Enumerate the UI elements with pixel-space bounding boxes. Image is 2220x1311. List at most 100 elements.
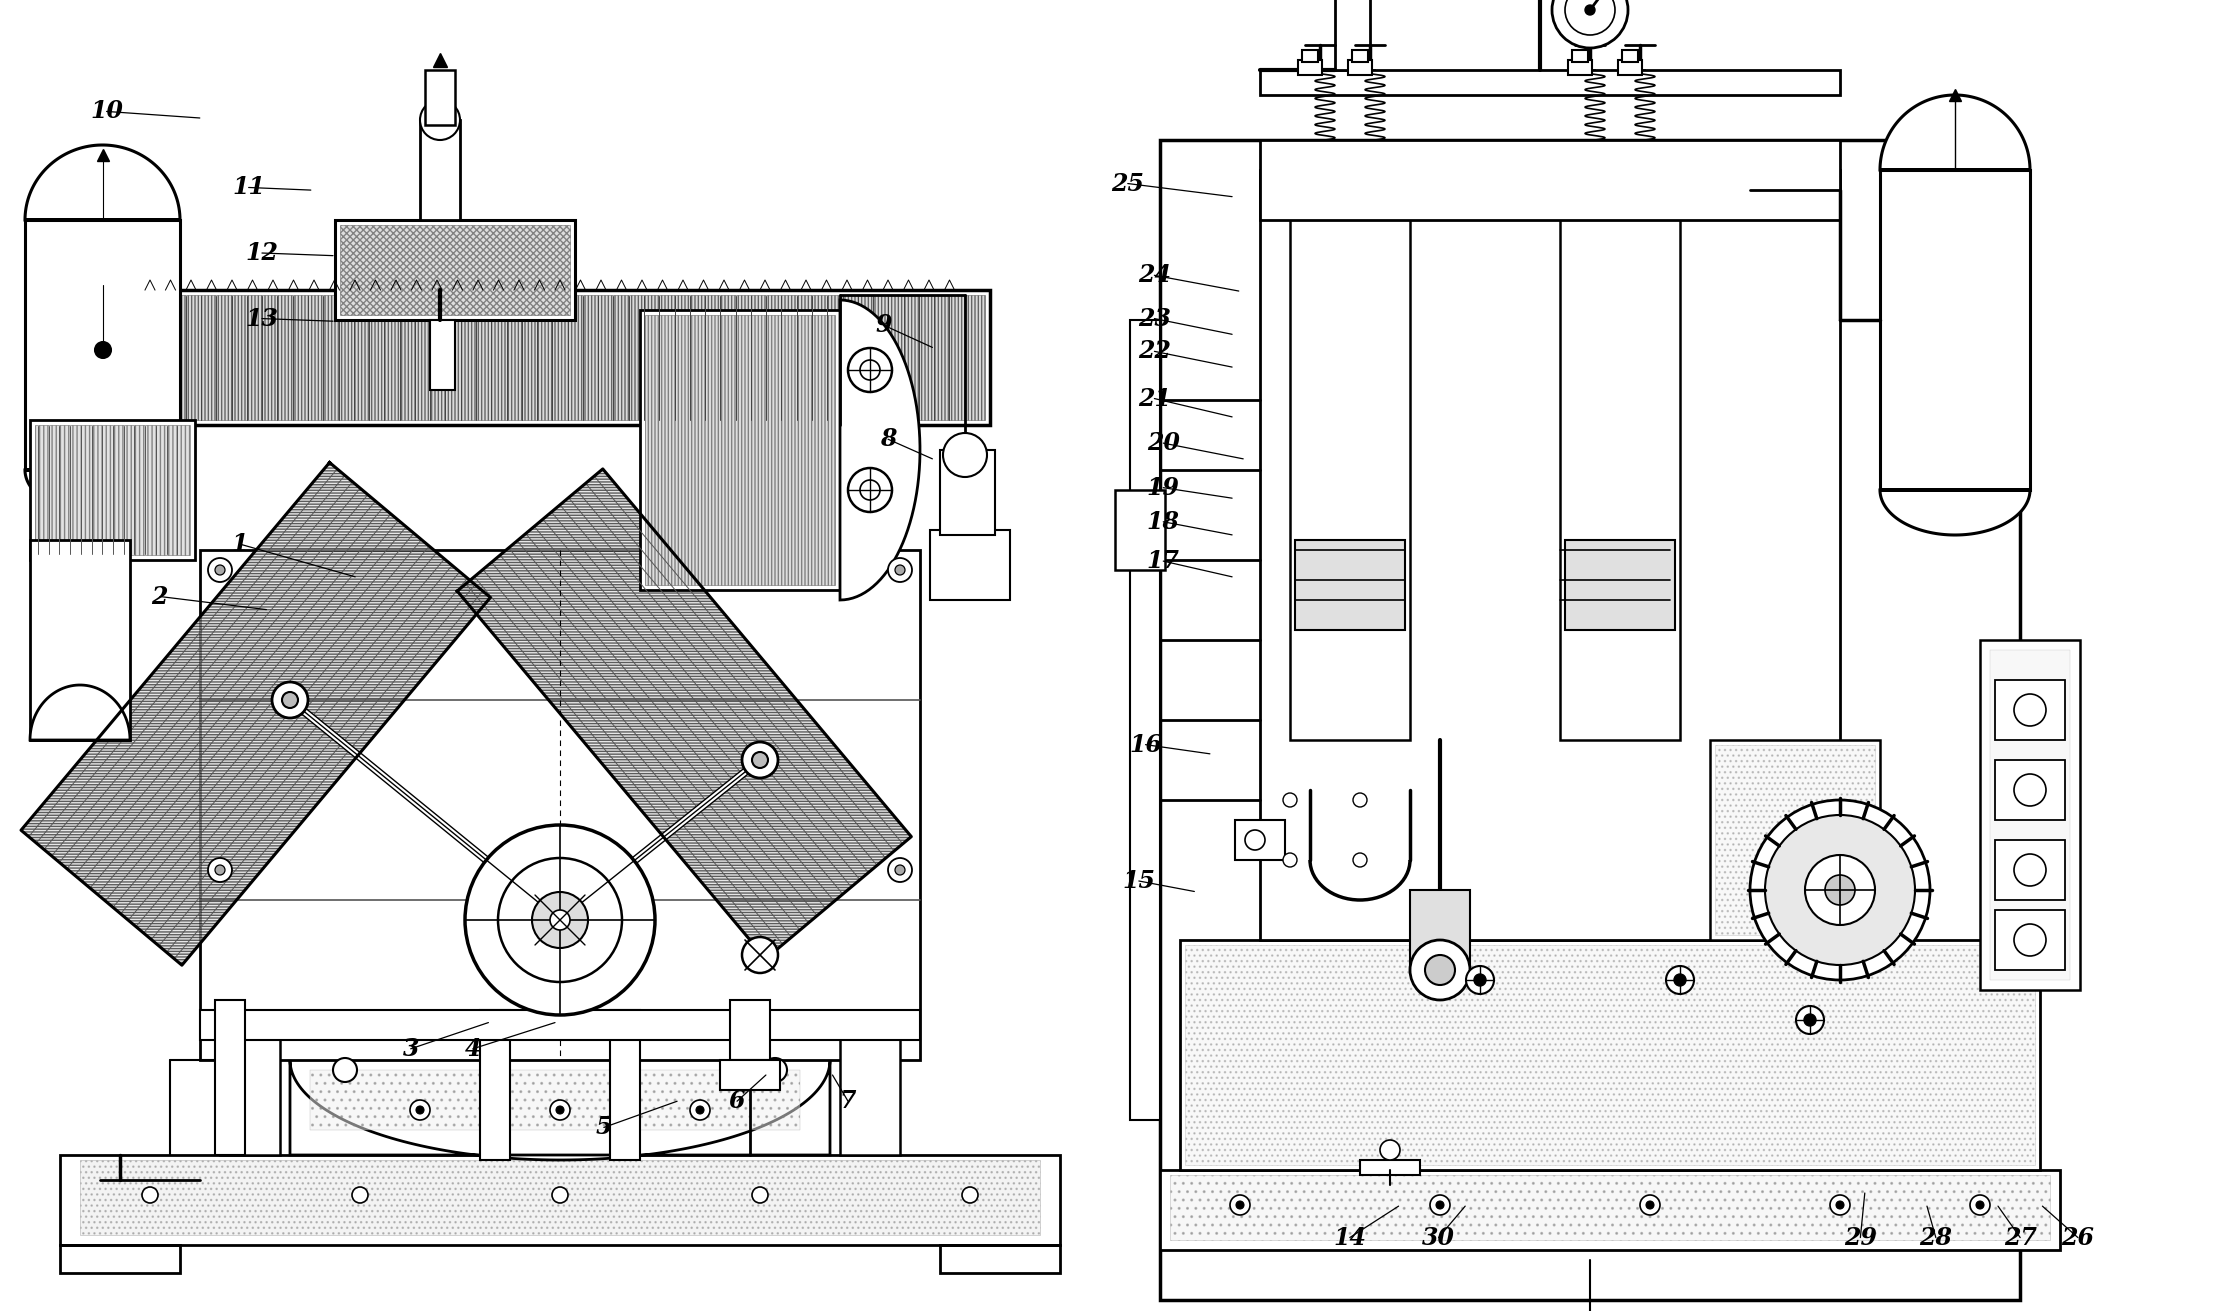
Bar [1567, 60, 1592, 75]
Circle shape [415, 1106, 424, 1114]
Circle shape [888, 558, 912, 582]
Circle shape [215, 865, 224, 874]
Bar [1181, 940, 2040, 1169]
Bar [24, 220, 180, 471]
Circle shape [1976, 1201, 1985, 1209]
Bar [200, 1009, 919, 1040]
Circle shape [741, 742, 777, 777]
Circle shape [1805, 1013, 1816, 1027]
Bar [1261, 69, 1840, 94]
Circle shape [1796, 1006, 1825, 1034]
Circle shape [464, 825, 655, 1015]
Circle shape [2014, 924, 2047, 956]
Bar [1716, 745, 1876, 935]
Bar [1996, 840, 2065, 899]
Circle shape [2014, 694, 2047, 726]
Circle shape [1552, 0, 1627, 49]
Bar [1980, 640, 2080, 990]
Bar [1361, 1160, 1421, 1175]
Circle shape [555, 1106, 564, 1114]
Text: 2: 2 [151, 585, 169, 608]
Bar [1561, 190, 1681, 739]
Text: 14: 14 [1334, 1226, 1365, 1249]
Circle shape [1829, 1196, 1849, 1215]
Bar [80, 1160, 1039, 1235]
Text: 29: 29 [1845, 1226, 1876, 1249]
Text: 8: 8 [879, 427, 897, 451]
Bar [1301, 50, 1319, 62]
Bar [1880, 170, 2029, 490]
Polygon shape [1880, 490, 2029, 535]
Circle shape [1436, 1201, 1443, 1209]
Circle shape [697, 1106, 704, 1114]
Text: 5: 5 [595, 1116, 613, 1139]
Bar [730, 1000, 770, 1061]
Bar [1161, 1169, 2060, 1249]
Bar [1294, 540, 1405, 631]
Text: 28: 28 [1920, 1226, 1951, 1249]
Circle shape [753, 753, 768, 768]
Bar [610, 1009, 639, 1160]
Bar [1996, 760, 2065, 819]
Text: 22: 22 [1139, 340, 1170, 363]
Circle shape [1825, 874, 1856, 905]
Circle shape [1381, 1141, 1401, 1160]
Bar [420, 121, 460, 220]
Circle shape [551, 910, 571, 929]
Bar [335, 220, 575, 320]
Circle shape [944, 433, 988, 477]
Circle shape [533, 891, 588, 948]
Bar [215, 1000, 244, 1155]
Bar [1261, 140, 1840, 220]
Circle shape [1465, 966, 1494, 994]
Text: 18: 18 [1148, 510, 1179, 534]
Circle shape [273, 682, 309, 718]
Text: 20: 20 [1148, 431, 1179, 455]
Circle shape [848, 468, 892, 513]
Circle shape [895, 865, 906, 874]
Bar [1618, 60, 1643, 75]
Bar [135, 295, 986, 420]
Text: 6: 6 [728, 1089, 746, 1113]
Bar [36, 425, 191, 555]
Circle shape [1410, 940, 1470, 1000]
Bar [646, 315, 835, 585]
Text: 4: 4 [464, 1037, 482, 1061]
Text: 27: 27 [2005, 1226, 2036, 1249]
Bar [1290, 190, 1410, 739]
Bar [939, 1245, 1059, 1273]
Bar [1114, 490, 1166, 570]
Circle shape [333, 1058, 357, 1082]
Circle shape [411, 1100, 431, 1120]
Bar [1565, 540, 1676, 631]
Bar [1623, 50, 1638, 62]
Circle shape [1245, 830, 1265, 850]
Circle shape [282, 692, 297, 708]
Circle shape [1749, 800, 1929, 981]
Bar [1130, 320, 1161, 1120]
Circle shape [1283, 853, 1296, 867]
Circle shape [209, 558, 233, 582]
Circle shape [1674, 974, 1685, 986]
Circle shape [142, 1186, 158, 1203]
Polygon shape [24, 471, 180, 515]
Bar [939, 450, 995, 535]
Text: 11: 11 [233, 176, 264, 199]
Circle shape [1430, 1196, 1450, 1215]
Bar [200, 551, 919, 1061]
Bar [424, 69, 455, 125]
Bar [1170, 1175, 2049, 1240]
Circle shape [1474, 974, 1485, 986]
Circle shape [1805, 855, 1876, 926]
Bar [639, 309, 839, 590]
Bar [131, 290, 990, 425]
Bar [1234, 819, 1285, 860]
Polygon shape [839, 300, 919, 600]
Bar [31, 540, 131, 739]
Text: 9: 9 [875, 313, 892, 337]
Text: 25: 25 [1112, 172, 1143, 195]
Circle shape [859, 480, 879, 499]
Text: 12: 12 [246, 241, 278, 265]
Text: 24: 24 [1139, 264, 1170, 287]
Text: 15: 15 [1123, 869, 1154, 893]
